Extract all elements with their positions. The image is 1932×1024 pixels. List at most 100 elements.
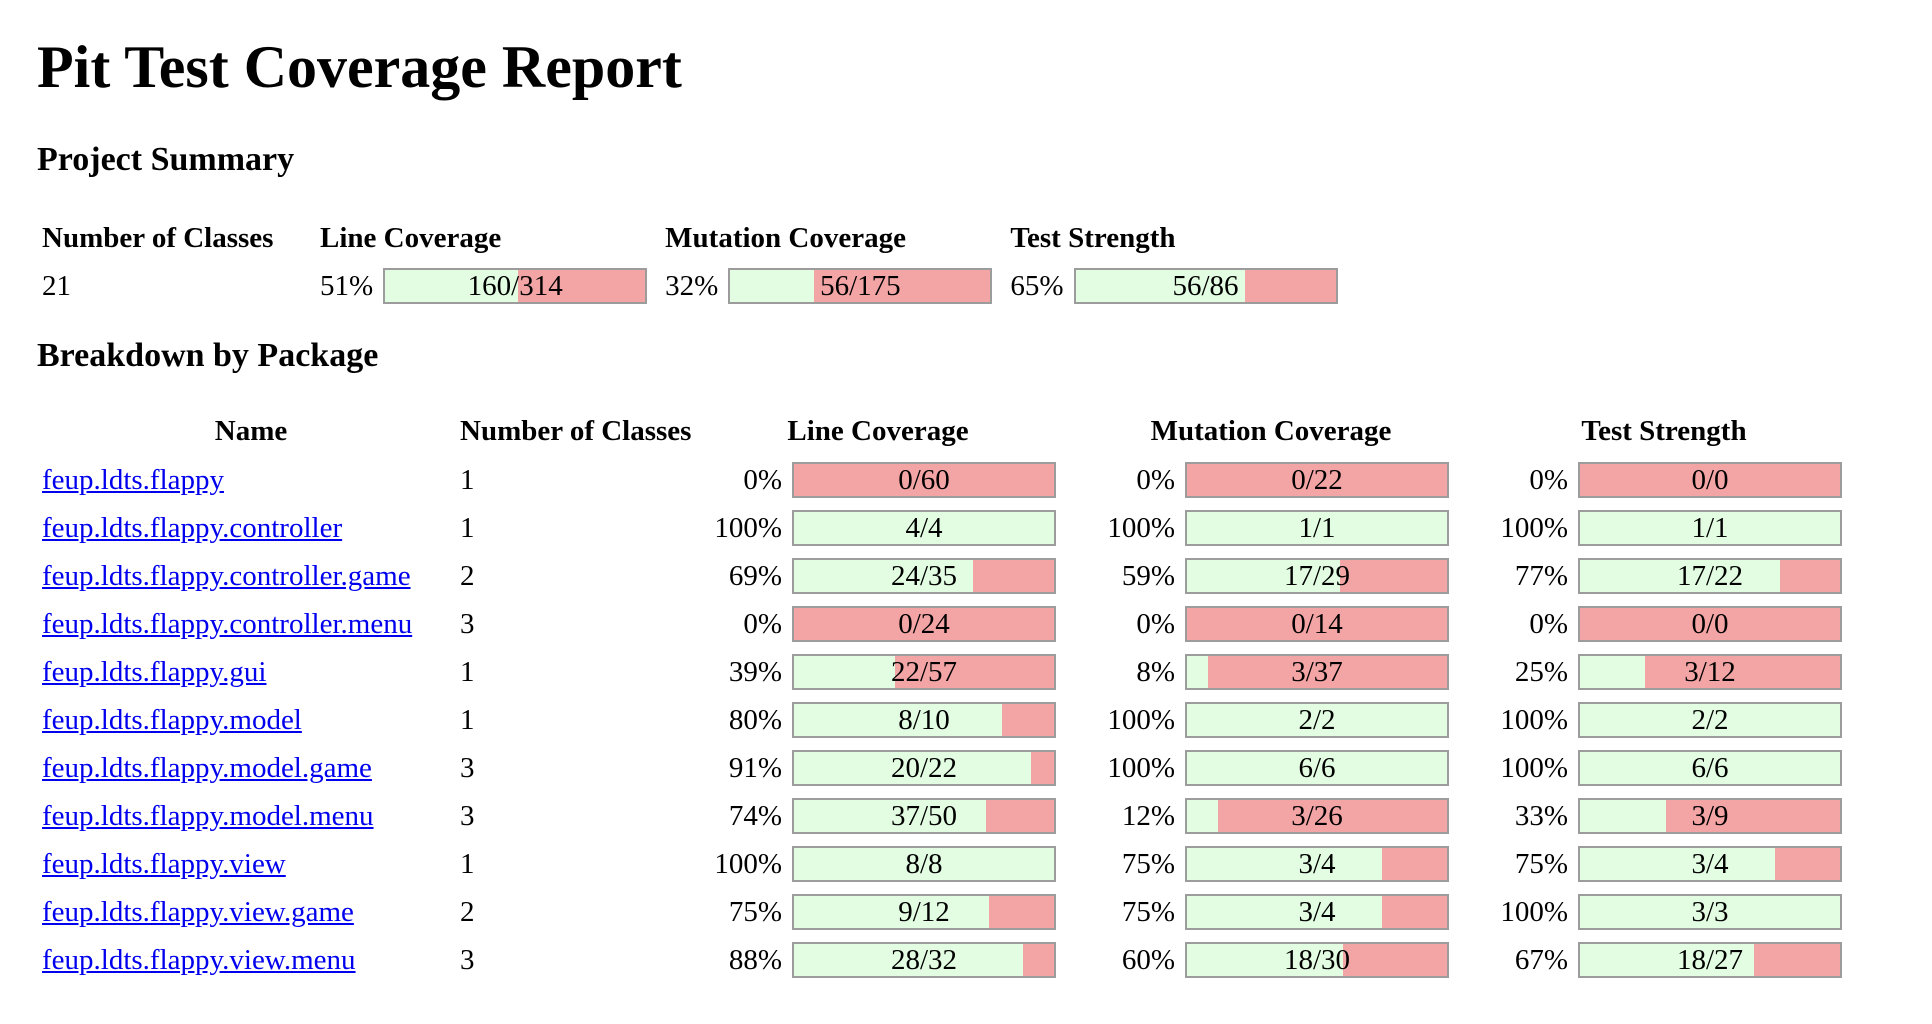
bar-label: 56/175 <box>820 270 901 302</box>
table-row: feup.ldts.flappy.controller.menu 3 0% 0/… <box>42 600 1842 648</box>
mutation-coverage-bar: 0/22 <box>1185 462 1449 498</box>
package-link[interactable]: feup.ldts.flappy.controller.menu <box>42 608 413 640</box>
summary-strength-pct: 65% <box>1010 270 1064 302</box>
test-strength-pct: 0% <box>1529 608 1568 640</box>
header-mutation-coverage: Mutation Coverage <box>1150 415 1392 447</box>
bar-label: 18/30 <box>1283 944 1351 976</box>
package-link[interactable]: feup.ldts.flappy <box>42 464 225 496</box>
bar-label: 3/4 <box>1298 848 1336 880</box>
line-coverage-pct: 0% <box>743 464 782 496</box>
bar-covered-fill <box>794 704 1002 736</box>
line-coverage-pct: 75% <box>728 896 782 928</box>
summary-header-classes: Number of Classes <box>42 222 274 254</box>
bar-label: 0/22 <box>1291 464 1343 496</box>
line-coverage-bar: 8/10 <box>792 702 1056 738</box>
bar-label: 0/0 <box>1691 464 1729 496</box>
bar-covered-fill <box>1580 560 1781 592</box>
package-classes: 2 <box>460 896 475 928</box>
bar-covered-fill <box>1580 752 1840 784</box>
package-link[interactable]: feup.ldts.flappy.gui <box>42 656 267 688</box>
table-row: feup.ldts.flappy.gui 1 39% 22/57 8% 3/37… <box>42 648 1842 696</box>
test-strength-bar: 2/2 <box>1578 702 1842 738</box>
package-link[interactable]: feup.ldts.flappy.view.menu <box>42 944 356 976</box>
bar-covered-fill <box>1187 800 1219 832</box>
line-coverage-bar: 0/24 <box>792 606 1056 642</box>
bar-covered-fill <box>1187 896 1382 928</box>
test-strength-bar: 3/12 <box>1578 654 1842 690</box>
bar-label: 18/27 <box>1676 944 1744 976</box>
bar-label: 3/9 <box>1691 800 1729 832</box>
line-coverage-bar: 20/22 <box>792 750 1056 786</box>
bar-covered-fill <box>1187 560 1341 592</box>
mutation-coverage-bar: 1/1 <box>1185 510 1449 546</box>
bar-covered-fill <box>1580 512 1840 544</box>
package-link[interactable]: feup.ldts.flappy.view.game <box>42 896 354 928</box>
bar-covered-fill <box>794 656 896 688</box>
breakdown-header-row: Name Number of Classes Line Coverage Mut… <box>42 406 1842 456</box>
mutation-coverage-pct: 0% <box>1136 464 1175 496</box>
summary-line-pct: 51% <box>320 270 374 302</box>
bar-covered-fill <box>385 270 518 302</box>
test-strength-pct: 100% <box>1500 704 1568 736</box>
bar-label: 1/1 <box>1298 512 1336 544</box>
line-coverage-pct: 100% <box>714 512 782 544</box>
bar-label: 3/26 <box>1291 800 1343 832</box>
package-link[interactable]: feup.ldts.flappy.model <box>42 704 302 736</box>
line-coverage-bar: 0/60 <box>792 462 1056 498</box>
mutation-coverage-pct: 8% <box>1136 656 1175 688</box>
table-row: feup.ldts.flappy.view.menu 3 88% 28/32 6… <box>42 936 1842 984</box>
package-classes: 3 <box>460 752 475 784</box>
line-coverage-bar: 4/4 <box>792 510 1056 546</box>
package-link[interactable]: feup.ldts.flappy.model.menu <box>42 800 374 832</box>
test-strength-pct: 100% <box>1500 896 1568 928</box>
breakdown-heading: Breakdown by Package <box>37 337 379 374</box>
line-coverage-bar: 22/57 <box>792 654 1056 690</box>
package-link[interactable]: feup.ldts.flappy.controller.game <box>42 560 411 592</box>
package-classes: 1 <box>460 656 475 688</box>
package-classes: 2 <box>460 560 475 592</box>
mutation-coverage-bar: 3/4 <box>1185 894 1449 930</box>
header-name: Name <box>214 415 288 447</box>
bar-label: 22/57 <box>890 656 958 688</box>
line-coverage-bar: 37/50 <box>792 798 1056 834</box>
package-link[interactable]: feup.ldts.flappy.model.game <box>42 752 372 784</box>
package-classes: 1 <box>460 512 475 544</box>
bar-label: 56/86 <box>1172 270 1239 302</box>
bar-label: 3/4 <box>1691 848 1729 880</box>
package-link[interactable]: feup.ldts.flappy.controller <box>42 512 343 544</box>
project-summary-heading: Project Summary <box>37 141 295 178</box>
bar-label: 17/29 <box>1283 560 1351 592</box>
bar-covered-fill <box>794 512 1054 544</box>
package-classes: 3 <box>460 800 475 832</box>
summary-header-strength: Test Strength <box>1010 222 1176 254</box>
package-link[interactable]: feup.ldts.flappy.view <box>42 848 286 880</box>
bar-covered-fill <box>1580 848 1775 880</box>
test-strength-pct: 100% <box>1500 512 1568 544</box>
bar-label: 3/37 <box>1291 656 1343 688</box>
summary-mutation-coverage-bar: 56/175 <box>728 268 993 304</box>
test-strength-bar: 6/6 <box>1578 750 1842 786</box>
summary-classes-value: 21 <box>42 270 71 302</box>
summary-test-strength-bar: 56/86 <box>1073 268 1338 304</box>
test-strength-pct: 100% <box>1500 752 1568 784</box>
package-breakdown-table: Name Number of Classes Line Coverage Mut… <box>42 406 1842 984</box>
mutation-coverage-bar: 0/14 <box>1185 606 1449 642</box>
project-summary-table: Number of Classes Line Coverage Mutation… <box>42 214 1338 310</box>
bar-label: 37/50 <box>890 800 958 832</box>
test-strength-pct: 33% <box>1514 800 1568 832</box>
bar-label: 3/3 <box>1691 896 1729 928</box>
header-line-coverage: Line Coverage <box>787 415 969 447</box>
mutation-coverage-bar: 3/26 <box>1185 798 1449 834</box>
mutation-coverage-pct: 100% <box>1107 752 1175 784</box>
test-strength-bar: 3/3 <box>1578 894 1842 930</box>
bar-label: 0/24 <box>898 608 950 640</box>
bar-label: 160/314 <box>467 270 563 302</box>
bar-covered-fill <box>1075 270 1245 302</box>
bar-label: 9/12 <box>898 896 950 928</box>
bar-label: 3/12 <box>1684 656 1736 688</box>
summary-header-row: Number of Classes Line Coverage Mutation… <box>42 214 1338 262</box>
mutation-coverage-pct: 100% <box>1107 704 1175 736</box>
header-classes: Number of Classes <box>460 415 692 447</box>
test-strength-bar: 1/1 <box>1578 510 1842 546</box>
line-coverage-bar: 28/32 <box>792 942 1056 978</box>
